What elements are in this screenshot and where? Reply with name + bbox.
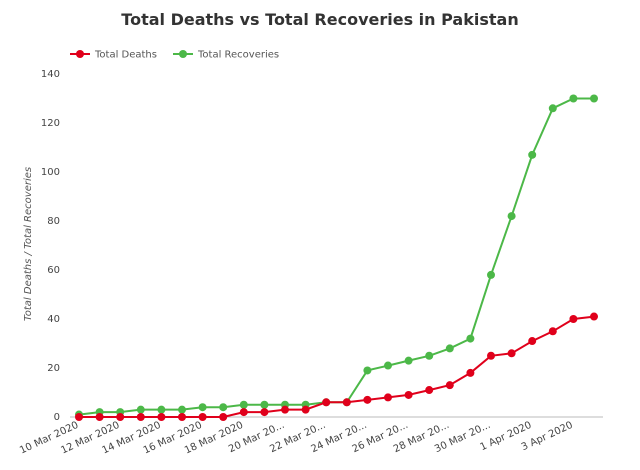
series-line-total-recoveries [78, 97, 594, 416]
data-point-total-deaths[interactable] [239, 408, 248, 417]
data-point-total-deaths[interactable] [487, 351, 495, 360]
data-point-total-deaths[interactable] [219, 413, 228, 421]
data-point-total-recoveries[interactable] [507, 212, 516, 221]
data-point-total-deaths[interactable] [569, 315, 578, 323]
data-point-total-recoveries[interactable] [198, 403, 207, 412]
y-axis-title: Total Deaths / Total Recoveries [23, 167, 34, 321]
data-point-total-recoveries[interactable] [528, 150, 537, 159]
data-point-total-deaths[interactable] [116, 413, 125, 421]
series-layer [75, 94, 598, 421]
data-point-total-deaths[interactable] [136, 413, 145, 421]
legend-item-total-recoveries[interactable]: Total Recoveries [173, 50, 279, 61]
series-total-deaths [75, 312, 598, 421]
data-point-total-recoveries[interactable] [590, 94, 598, 103]
y-tick-label: 80 [47, 216, 60, 227]
legend-label: Total Deaths [94, 50, 157, 61]
data-point-total-deaths[interactable] [404, 390, 413, 399]
data-point-total-deaths[interactable] [342, 398, 351, 407]
legend: Total Deaths Total Recoveries [70, 50, 279, 61]
data-point-total-recoveries[interactable] [384, 361, 392, 370]
data-point-total-recoveries[interactable] [260, 400, 269, 409]
series-total-recoveries [75, 94, 598, 419]
y-tick-label: 40 [47, 314, 60, 325]
data-point-total-deaths[interactable] [466, 368, 475, 377]
data-point-total-recoveries[interactable] [178, 405, 186, 414]
data-point-total-deaths[interactable] [301, 405, 310, 414]
data-point-total-recoveries[interactable] [136, 405, 145, 414]
data-point-total-deaths[interactable] [198, 413, 207, 421]
data-point-total-deaths[interactable] [384, 393, 392, 402]
data-point-total-deaths[interactable] [590, 312, 598, 321]
data-point-total-recoveries[interactable] [157, 405, 166, 414]
data-point-total-recoveries[interactable] [548, 104, 557, 113]
data-point-total-recoveries[interactable] [363, 366, 372, 375]
data-point-total-recoveries[interactable] [404, 356, 413, 365]
chart-title: Total Deaths vs Total Recoveries in Paki… [121, 10, 519, 29]
data-point-total-deaths[interactable] [425, 386, 434, 395]
y-tick-label: 20 [47, 363, 60, 374]
data-point-total-deaths[interactable] [75, 413, 83, 421]
data-point-total-deaths[interactable] [178, 413, 186, 421]
legend-label: Total Recoveries [197, 50, 279, 61]
data-point-total-recoveries[interactable] [239, 400, 248, 409]
data-point-total-deaths[interactable] [548, 327, 557, 336]
data-point-total-deaths[interactable] [260, 408, 269, 417]
legend-item-total-deaths[interactable]: Total Deaths [70, 50, 157, 61]
legend-swatch-marker [179, 50, 187, 58]
data-point-total-recoveries[interactable] [569, 94, 578, 103]
data-point-total-recoveries[interactable] [219, 403, 228, 412]
y-tick-label: 140 [41, 69, 60, 80]
data-point-total-deaths[interactable] [322, 398, 331, 407]
y-axis: 0 20 40 60 80 100 120 140 [41, 69, 60, 423]
legend-swatch-marker [76, 50, 84, 58]
data-point-total-recoveries[interactable] [466, 334, 475, 343]
data-point-total-deaths[interactable] [363, 395, 372, 404]
data-point-total-deaths[interactable] [281, 405, 289, 414]
data-point-total-deaths[interactable] [507, 349, 516, 358]
data-point-total-deaths[interactable] [157, 413, 166, 421]
data-point-total-deaths[interactable] [528, 337, 537, 346]
y-tick-label: 100 [41, 167, 60, 178]
data-point-total-deaths[interactable] [95, 413, 104, 421]
y-tick-label: 0 [54, 412, 60, 423]
data-point-total-deaths[interactable] [445, 381, 454, 390]
y-tick-label: 60 [47, 265, 60, 276]
series-line-total-deaths [79, 315, 595, 418]
data-point-total-recoveries[interactable] [445, 344, 454, 353]
y-tick-label: 120 [41, 118, 60, 129]
data-point-total-recoveries[interactable] [487, 270, 495, 279]
data-point-total-recoveries[interactable] [425, 351, 434, 360]
